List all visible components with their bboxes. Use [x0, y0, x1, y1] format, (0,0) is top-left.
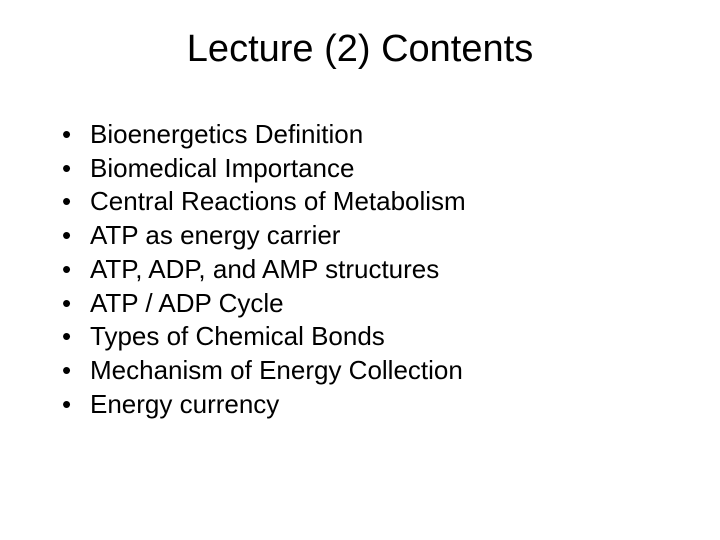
- bullet-icon: •: [62, 119, 90, 151]
- bullet-text: Mechanism of Energy Collection: [90, 355, 463, 387]
- list-item: • Types of Chemical Bonds: [62, 321, 720, 353]
- list-item: • Central Reactions of Metabolism: [62, 186, 720, 218]
- bullet-text: ATP as energy carrier: [90, 220, 340, 252]
- list-item: • Mechanism of Energy Collection: [62, 355, 720, 387]
- bullet-icon: •: [62, 288, 90, 320]
- bullet-text: Energy currency: [90, 389, 279, 421]
- bullet-icon: •: [62, 220, 90, 252]
- list-item: • ATP as energy carrier: [62, 220, 720, 252]
- slide: Lecture (2) Contents • Bioenergetics Def…: [0, 0, 720, 540]
- bullet-list: • Bioenergetics Definition • Biomedical …: [62, 119, 720, 420]
- bullet-text: Biomedical Importance: [90, 153, 354, 185]
- bullet-icon: •: [62, 321, 90, 353]
- slide-content: • Bioenergetics Definition • Biomedical …: [0, 119, 720, 420]
- list-item: • Bioenergetics Definition: [62, 119, 720, 151]
- bullet-text: Bioenergetics Definition: [90, 119, 363, 151]
- bullet-text: Central Reactions of Metabolism: [90, 186, 466, 218]
- bullet-text: Types of Chemical Bonds: [90, 321, 385, 353]
- list-item: • ATP, ADP, and AMP structures: [62, 254, 720, 286]
- list-item: • Biomedical Importance: [62, 153, 720, 185]
- bullet-text: ATP, ADP, and AMP structures: [90, 254, 439, 286]
- bullet-icon: •: [62, 186, 90, 218]
- slide-title: Lecture (2) Contents: [0, 28, 720, 71]
- list-item: • Energy currency: [62, 389, 720, 421]
- bullet-icon: •: [62, 355, 90, 387]
- bullet-text: ATP / ADP Cycle: [90, 288, 284, 320]
- list-item: • ATP / ADP Cycle: [62, 288, 720, 320]
- bullet-icon: •: [62, 389, 90, 421]
- bullet-icon: •: [62, 254, 90, 286]
- bullet-icon: •: [62, 153, 90, 185]
